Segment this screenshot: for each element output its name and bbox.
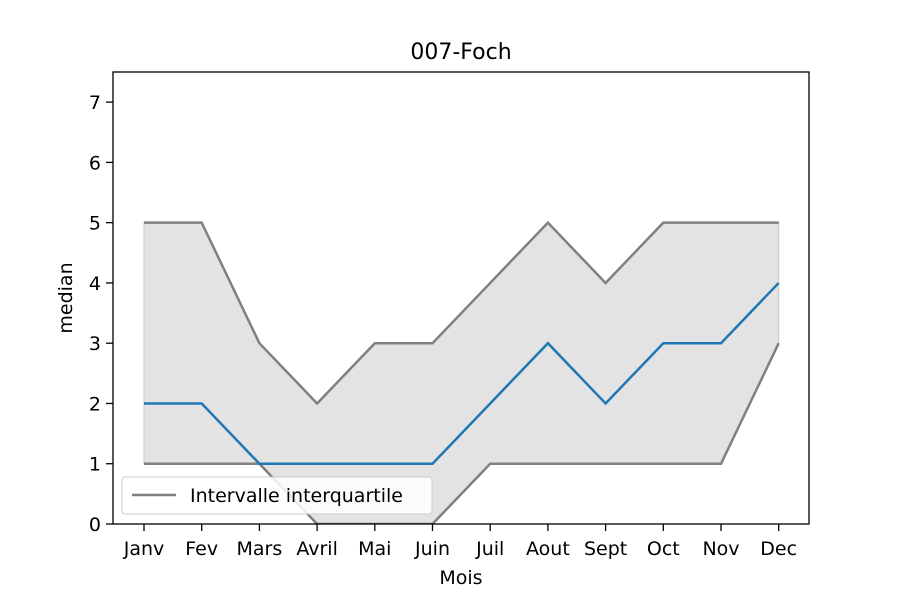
y-tick-label: 7 <box>89 92 101 114</box>
x-tick-label: Nov <box>702 538 739 560</box>
x-tick-label: Juin <box>414 538 450 560</box>
x-tick-label: Oct <box>647 538 680 560</box>
q1-line <box>144 342 780 524</box>
legend-label: Intervalle interquartile <box>190 485 403 507</box>
legend-box <box>121 476 433 515</box>
x-tick-label: Juil <box>475 538 504 560</box>
y-tick-label: 5 <box>89 213 101 235</box>
x-tick-label: Mars <box>237 538 283 560</box>
y-tick-label: 3 <box>89 333 101 355</box>
y-tick-label: 4 <box>89 273 101 295</box>
y-tick-label: 1 <box>89 454 101 476</box>
x-tick-label: Fev <box>185 538 218 560</box>
x-axis: Janv Fev Mars Avril Mai Juin Juil Aout Sept Oct No… <box>123 524 797 560</box>
y-axis: 0 1 2 3 4 5 6 7 <box>89 92 113 536</box>
x-tick-label: Aout <box>526 538 570 560</box>
x-tick-label: Dec <box>760 538 797 560</box>
q3-line <box>144 220 779 406</box>
legend: Intervalle interquartile <box>121 476 433 515</box>
plot-frame <box>112 71 810 525</box>
y-axis-label: median <box>55 262 77 333</box>
y-tick-label: 6 <box>89 152 101 174</box>
x-tick-label: Sept <box>584 538 627 560</box>
x-tick-label: Avril <box>296 538 338 560</box>
median-line <box>144 282 780 465</box>
y-tick-label: 2 <box>89 393 101 415</box>
x-tick-label: Janv <box>123 538 165 560</box>
y-tick-label: 0 <box>89 514 101 536</box>
x-axis-label: Mois <box>439 567 482 589</box>
x-tick-label: Mai <box>358 538 391 560</box>
chart-title: 007-Foch <box>410 40 511 65</box>
